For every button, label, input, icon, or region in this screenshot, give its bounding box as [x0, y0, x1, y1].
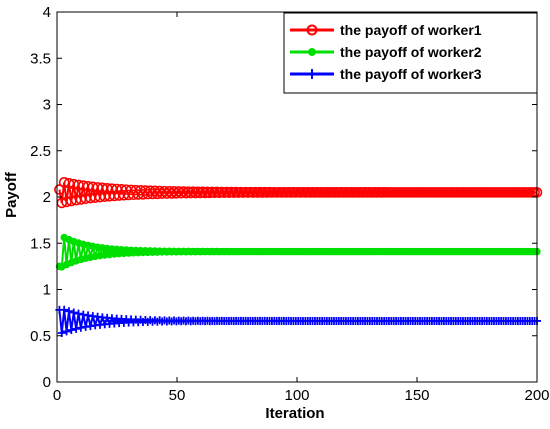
- y-tick-label: 2.5: [30, 143, 51, 160]
- y-tick-label: 3.5: [30, 50, 51, 67]
- series-worker2: [55, 233, 541, 271]
- point-marker: [72, 324, 81, 333]
- legend-label-worker2: the payoff of worker2: [340, 44, 482, 60]
- series-worker3: [55, 305, 541, 338]
- x-tick-label: 0: [53, 387, 61, 404]
- y-tick-label: 0.5: [30, 328, 51, 345]
- point-marker: [61, 196, 72, 208]
- legend: the payoff of worker1 the payoff of work…: [283, 12, 538, 94]
- y-tick-label: 0: [43, 374, 51, 391]
- point-marker: [67, 326, 76, 335]
- point-marker: [60, 305, 69, 314]
- y-tick-label: 1: [43, 282, 51, 299]
- x-tick-label: 100: [284, 387, 309, 404]
- point-marker: [76, 323, 85, 332]
- legend-label-worker3: the payoff of worker3: [340, 66, 482, 82]
- y-axis-label: Payoff: [3, 171, 20, 218]
- y-tick-label: 2: [43, 189, 51, 206]
- x-axis-label: Iteration: [265, 405, 324, 422]
- legend-label-worker1: the payoff of worker1: [340, 22, 482, 38]
- point-marker: [64, 307, 73, 316]
- point-marker: [54, 184, 65, 195]
- point-marker: [58, 177, 70, 188]
- legend-entry-worker2: the payoff of worker2: [290, 44, 482, 60]
- point-marker: [63, 177, 75, 189]
- x-tick-label: 200: [524, 387, 549, 404]
- y-tick-label: 3: [43, 97, 51, 114]
- legend-entry-worker3: the payoff of worker3: [290, 66, 482, 82]
- x-tick-label: 150: [404, 387, 429, 404]
- axes: 0 50 100 150 200 0 0.5 1 1.5 2 2.5 3 3.5 4: [30, 4, 549, 404]
- plot-area: [54, 177, 543, 338]
- y-tick-label: 1.5: [30, 235, 51, 252]
- y-tick-label: 4: [43, 4, 51, 21]
- x-tick-label: 50: [169, 387, 186, 404]
- point-marker: [74, 309, 83, 318]
- series-worker1: [54, 177, 543, 209]
- point-marker: [62, 327, 71, 336]
- legend-entry-worker1: the payoff of worker1: [290, 22, 482, 38]
- point-marker: [69, 308, 78, 317]
